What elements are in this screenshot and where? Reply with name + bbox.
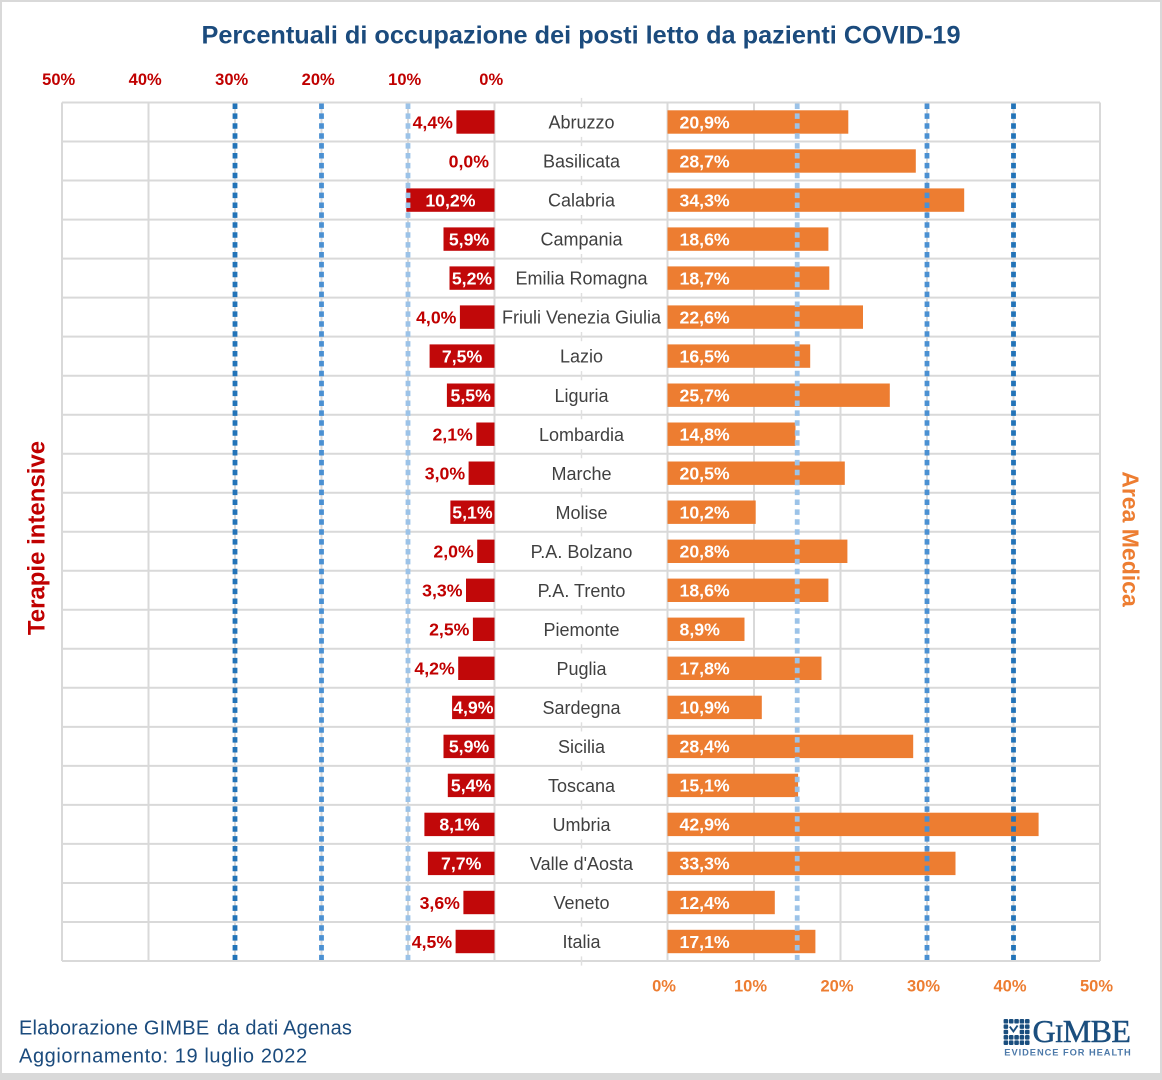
svg-text:30%: 30% [907,978,940,996]
svg-text:18,6%: 18,6% [680,229,730,249]
svg-text:5,9%: 5,9% [449,229,490,249]
svg-text:20,9%: 20,9% [680,112,730,132]
svg-text:Abruzzo: Abruzzo [548,113,614,133]
svg-text:Umbria: Umbria [552,815,611,835]
svg-text:5,2%: 5,2% [452,268,493,288]
svg-text:P.A. Trento: P.A. Trento [538,581,626,601]
svg-text:17,1%: 17,1% [680,932,730,952]
svg-text:Percentuali di occupazione dei: Percentuali di occupazione dei posti let… [201,22,960,50]
svg-text:Campania: Campania [540,230,623,250]
svg-text:10,2%: 10,2% [425,190,475,210]
svg-text:8,9%: 8,9% [680,620,721,640]
svg-text:7,5%: 7,5% [442,346,483,366]
svg-text:28,4%: 28,4% [680,737,730,757]
svg-text:Elaborazione GIMBE da dati Ag: Elaborazione GIMBE da dati Agenas [19,1018,352,1040]
svg-text:20%: 20% [820,978,853,996]
svg-text:3,0%: 3,0% [425,464,466,484]
svg-text:Veneto: Veneto [553,893,609,913]
svg-text:0%: 0% [479,71,503,89]
svg-text:25,7%: 25,7% [680,386,730,406]
svg-text:18,7%: 18,7% [680,268,730,288]
svg-text:5,5%: 5,5% [451,386,492,406]
svg-text:22,6%: 22,6% [680,307,730,327]
svg-text:40%: 40% [129,71,162,89]
svg-text:15,1%: 15,1% [680,776,730,796]
svg-text:0,0%: 0,0% [449,151,490,171]
svg-text:5,4%: 5,4% [451,776,492,796]
svg-text:20%: 20% [302,71,335,89]
svg-text:Molise: Molise [555,503,607,523]
svg-text:Valle d'Aosta: Valle d'Aosta [530,854,634,874]
svg-text:33,3%: 33,3% [680,854,730,874]
svg-text:14,8%: 14,8% [680,425,730,445]
svg-text:Liguria: Liguria [554,386,609,406]
svg-text:18,6%: 18,6% [680,581,730,601]
svg-text:2,5%: 2,5% [429,620,470,640]
svg-text:0%: 0% [652,978,676,996]
svg-text:Marche: Marche [551,464,611,484]
svg-text:EVIDENCE FOR HEALTH: EVIDENCE FOR HEALTH [1004,1047,1131,1057]
svg-text:4,2%: 4,2% [414,659,455,679]
svg-text:10%: 10% [388,71,421,89]
svg-text:Piemonte: Piemonte [543,620,619,640]
svg-text:20,8%: 20,8% [680,542,730,562]
svg-text:Basilicata: Basilicata [543,152,621,172]
svg-text:Calabria: Calabria [548,191,616,211]
svg-text:3,6%: 3,6% [420,893,461,913]
svg-text:10,9%: 10,9% [680,698,730,718]
svg-text:50%: 50% [1080,978,1113,996]
svg-text:Lazio: Lazio [560,347,603,367]
svg-text:20,5%: 20,5% [680,464,730,484]
svg-text:4,4%: 4,4% [413,112,454,132]
svg-text:P.A. Bolzano: P.A. Bolzano [531,542,633,562]
svg-text:8,1%: 8,1% [439,815,480,835]
svg-text:Italia: Italia [562,932,601,952]
svg-text:12,4%: 12,4% [680,893,730,913]
svg-text:Area Medica: Area Medica [1118,471,1144,607]
svg-text:34,3%: 34,3% [680,190,730,210]
svg-text:Toscana: Toscana [548,776,616,796]
svg-text:4,0%: 4,0% [416,307,457,327]
svg-text:GIMBE: GIMBE [1033,1013,1131,1049]
svg-text:Sardegna: Sardegna [542,698,621,718]
svg-text:3,3%: 3,3% [422,581,463,601]
svg-text:42,9%: 42,9% [680,815,730,835]
svg-text:16,5%: 16,5% [680,346,730,366]
svg-text:Puglia: Puglia [556,659,607,679]
svg-text:7,7%: 7,7% [441,854,482,874]
svg-text:Friuli Venezia Giulia: Friuli Venezia Giulia [502,308,662,328]
svg-text:4,9%: 4,9% [453,698,494,718]
svg-text:2,0%: 2,0% [433,542,474,562]
svg-text:40%: 40% [993,978,1026,996]
svg-text:5,1%: 5,1% [452,503,493,523]
svg-text:4,5%: 4,5% [412,932,453,952]
svg-text:50%: 50% [42,71,75,89]
svg-text:2,1%: 2,1% [432,425,473,445]
svg-text:5,9%: 5,9% [449,737,490,757]
svg-text:Aggiornamento: 19 luglio 2022: Aggiornamento: 19 luglio 2022 [19,1045,308,1067]
svg-text:10,2%: 10,2% [680,503,730,523]
svg-text:30%: 30% [215,71,248,89]
svg-text:Terapie intensive: Terapie intensive [24,441,51,635]
svg-text:10%: 10% [734,978,767,996]
svg-text:Emilia Romagna: Emilia Romagna [515,269,648,289]
svg-text:28,7%: 28,7% [680,151,730,171]
svg-text:Lombardia: Lombardia [539,425,625,445]
svg-text:Sicilia: Sicilia [558,737,606,757]
svg-text:17,8%: 17,8% [680,659,730,679]
